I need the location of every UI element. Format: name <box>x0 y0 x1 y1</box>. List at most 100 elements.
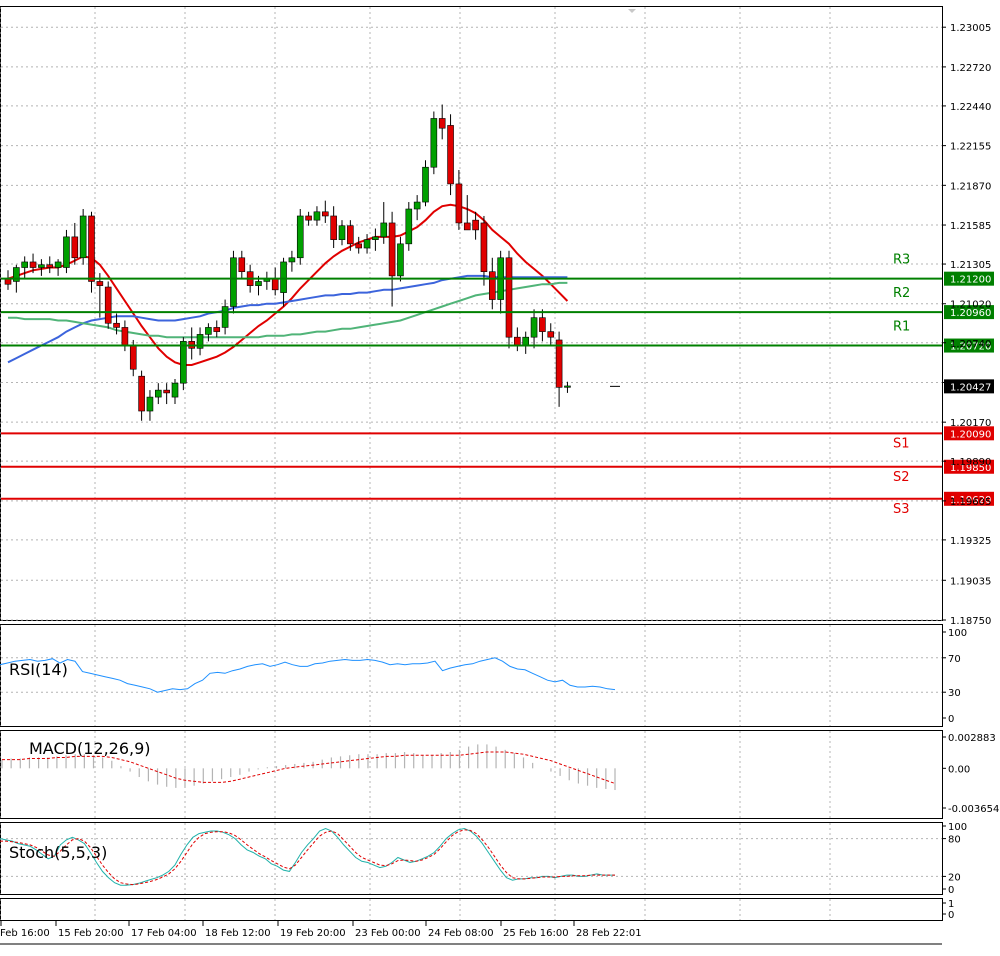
bull-candle <box>413 201 421 210</box>
bear-candle <box>271 278 279 291</box>
bear-candle <box>71 236 79 259</box>
pivot-label-s3: S3 <box>893 502 910 517</box>
stoch-tick-label: 20 <box>948 872 961 883</box>
bear-candle <box>505 257 513 338</box>
rsi-tick-label: 70 <box>948 654 961 665</box>
empty-panel-tick-label: 1 <box>948 899 954 910</box>
price-tick-label: 1.20170 <box>950 418 991 429</box>
bear-candle <box>539 317 546 332</box>
price-tick-label: 1.21585 <box>950 221 991 232</box>
pivot-label-r1: R1 <box>893 320 910 335</box>
bull-candle <box>63 236 70 268</box>
time-tick-label: 23 Feb 00:00 <box>355 928 421 939</box>
rsi-label: RSI(14) <box>9 660 68 679</box>
macd-panel[interactable] <box>0 730 943 819</box>
pivot-price-tag <box>944 491 994 506</box>
bull-candle <box>221 306 229 328</box>
ma-mid-line <box>7 274 568 364</box>
bull-candle <box>255 281 262 286</box>
pivot-price-tag <box>944 426 994 441</box>
bear-candle <box>514 336 521 346</box>
macd-indicator: 0.002883 0.00 -0.003654 <box>1 733 999 815</box>
bull-candle <box>296 215 304 259</box>
bear-candle <box>455 183 463 224</box>
price-tick-label: 1.22155 <box>950 142 991 153</box>
bull-candle <box>38 264 45 268</box>
macd-signal-line <box>2 751 616 784</box>
bull-candle <box>288 257 296 263</box>
time-tick-label: 19 Feb 20:00 <box>280 928 346 939</box>
macd-tick-label: -0.003654 <box>948 804 999 815</box>
bull-candle <box>564 385 571 388</box>
stoch-label: Stoch(5,5,3) <box>9 843 107 862</box>
bull-candle <box>363 239 371 249</box>
bear-candle <box>355 243 363 249</box>
price-tick-label: 1.21305 <box>950 260 991 271</box>
rsi-indicator: 100 70 30 0 <box>0 628 967 725</box>
bear-candle <box>46 264 54 268</box>
bull-candle <box>280 261 287 293</box>
bear-candle <box>488 271 496 300</box>
rsi-tick-label: 100 <box>948 628 967 639</box>
pivot-label-r2: R2 <box>893 286 910 301</box>
bull-candle <box>146 396 154 412</box>
pivot-price-text: 1.20090 <box>950 429 991 440</box>
bear-candle <box>113 322 120 328</box>
bear-candle <box>547 331 555 338</box>
stoch-main-line <box>0 827 615 886</box>
macd-tick-label: 0.00 <box>948 764 970 775</box>
time-axis: Feb 16:00 15 Feb 20:00 17 Feb 04:00 18 Feb … <box>0 921 942 945</box>
empty-panel-tick-label: 0 <box>948 910 954 921</box>
price-tick-label: 1.19035 <box>950 576 991 587</box>
bull-candle <box>230 257 237 307</box>
price-tick-label: 1.19890 <box>950 457 991 468</box>
bear-candle <box>447 125 454 185</box>
time-tick-label: 17 Feb 04:00 <box>131 928 197 939</box>
bear-candle <box>96 281 104 286</box>
bear-candle <box>129 345 137 370</box>
bull-candle <box>522 336 530 346</box>
pivot-price-text: 1.21200 <box>950 275 991 286</box>
time-tick-label: 15 Feb 20:00 <box>58 928 124 939</box>
bear-candle <box>29 261 37 268</box>
pivot-price-text: 1.20720 <box>950 342 991 353</box>
price-axis: 1.23005 1.22720 1.22440 1.22155 1.21870 1.215… <box>610 23 994 627</box>
price-tick-label: 1.21870 <box>950 181 991 192</box>
bear-candle <box>463 222 471 231</box>
bear-candle <box>472 219 479 231</box>
time-tick-label: 18 Feb 12:00 <box>205 928 271 939</box>
price-tick-label: 1.22440 <box>950 102 991 113</box>
bear-candle <box>388 222 396 277</box>
bull-candle <box>338 225 346 240</box>
price-tick-label: 1.23005 <box>950 23 991 34</box>
pivot-price-text: 1.19850 <box>950 463 991 474</box>
pivot-price-tag <box>944 271 994 286</box>
macd-tick-label: 0.002883 <box>948 733 996 744</box>
bear-candle <box>104 286 112 324</box>
chart-shift-marker-icon[interactable] <box>628 9 636 13</box>
bull-candle <box>372 236 379 240</box>
price-tick-label: 1.19605 <box>950 497 991 508</box>
pivot-label-s2: S2 <box>893 470 910 485</box>
stoch-signal-line <box>0 829 615 886</box>
bear-candle <box>347 225 354 245</box>
bear-candle <box>88 215 95 282</box>
pivot-price-tag <box>944 459 994 474</box>
bull-candle <box>180 341 187 384</box>
pivot-levels: R3 1.21200 R2 1.20960 R1 1.20720 S1 1.20090 S2 1.… <box>1 253 994 517</box>
bull-candle <box>397 243 404 277</box>
bear-candle <box>305 215 312 221</box>
bear-candle <box>555 339 563 388</box>
bear-candle <box>213 327 221 332</box>
bull-candle <box>171 382 179 398</box>
rsi-tick-label: 0 <box>948 714 954 725</box>
bear-candle <box>321 211 329 217</box>
time-tick-label: 25 Feb 16:00 <box>503 928 569 939</box>
bear-candle <box>138 375 145 412</box>
ma-slow-line <box>8 281 568 339</box>
rsi-tick-label: 30 <box>948 688 961 699</box>
rsi-line <box>0 657 616 693</box>
bull-candle <box>13 267 20 282</box>
